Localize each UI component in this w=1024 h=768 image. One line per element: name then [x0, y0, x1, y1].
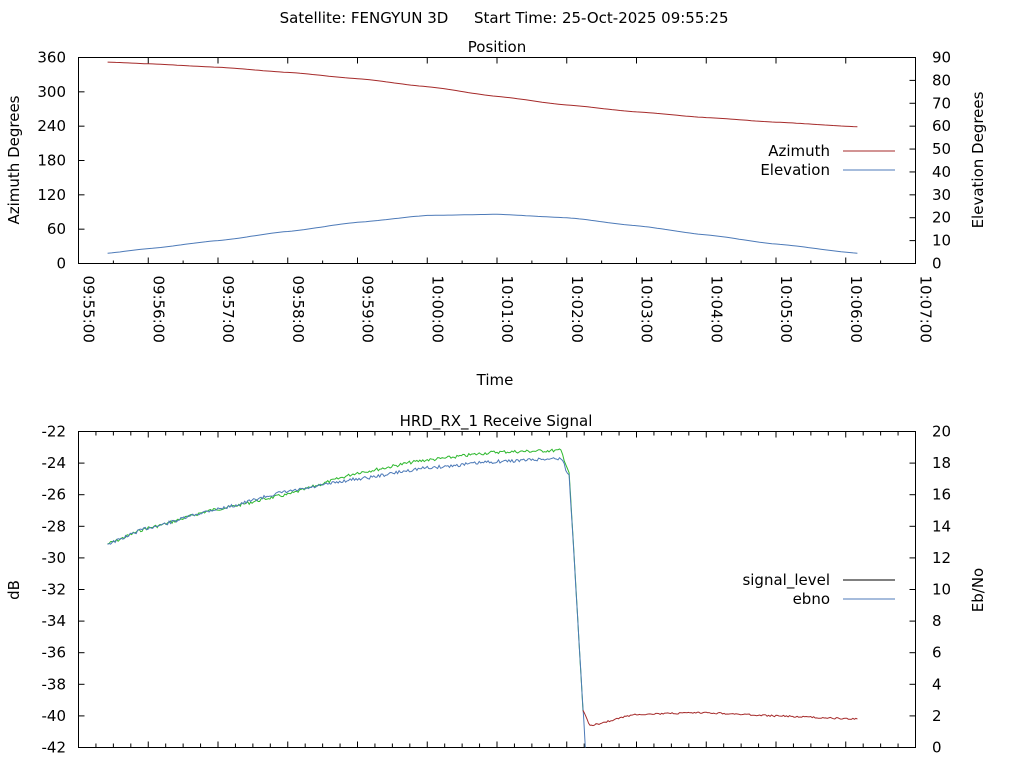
- position-y-axis-tick-label: 0: [56, 255, 66, 273]
- legend-signal-level-label: signal_level: [742, 571, 830, 590]
- azimuth-series-line: [107, 61, 858, 128]
- position-time-tick-label: 09:58:00: [289, 276, 307, 343]
- position-time-tick-label: 10:06:00: [847, 276, 865, 343]
- position-y2-axis-tick-label: 20: [932, 209, 951, 227]
- position-time-tick-label: 09:55:00: [80, 276, 98, 343]
- start-time-label: Start Time: 25-Oct-2025 09:55:25: [474, 9, 729, 27]
- signal-level-series-line: [582, 710, 858, 727]
- signal-y-axis-tick-label: -22: [42, 423, 67, 441]
- position-time-tick-label: 10:05:00: [777, 276, 795, 343]
- signal-y-axis-tick-label: -38: [42, 675, 67, 693]
- position-y-axis-tick-label: 120: [37, 186, 66, 204]
- signal-y-axis-tick-label: -30: [42, 549, 67, 567]
- satellite-label: Satellite: FENGYUN 3D: [280, 9, 449, 27]
- position-y2-axis-tick-label: 10: [932, 232, 951, 250]
- position-y2-axis-tick-label: 70: [932, 94, 951, 112]
- position-title: Position: [468, 38, 526, 56]
- position-time-tick-label: 10:01:00: [498, 276, 516, 343]
- position-time-tick-label: 09:59:00: [359, 276, 377, 343]
- signal-legend: signal_level ebno: [742, 571, 895, 608]
- position-y2-axis-tick-label: 60: [932, 117, 951, 135]
- position-y-axis-tick-label: 360: [37, 49, 66, 67]
- signal-y-axis-tick-label: -42: [42, 739, 67, 757]
- signal-y2-axis-tick-label: 8: [932, 612, 942, 630]
- position-time-tick-label: 10:07:00: [917, 276, 935, 343]
- legend-ebno-label: ebno: [793, 590, 830, 608]
- position-time-tick-label: 10:00:00: [428, 276, 446, 343]
- signal-y-axis-tick-label: -34: [42, 612, 67, 630]
- position-time-tick-label: 10:04:00: [707, 276, 725, 343]
- signal-y-axis-tick-label: -24: [42, 454, 67, 472]
- signal-y-axis-label: dB: [5, 580, 23, 600]
- signal-y2-axis-tick-label: 20: [932, 423, 951, 441]
- position-y2-axis-tick-label: 0: [932, 255, 942, 273]
- signal-y-axis-tick-label: -28: [42, 517, 67, 535]
- position-y-axis-tick-label: 180: [37, 152, 66, 170]
- elevation-series-line: [107, 213, 858, 254]
- signal-y2-axis-tick-label: 12: [932, 549, 951, 567]
- position-time-tick-label: 10:02:00: [568, 276, 586, 343]
- signal-y2-axis-tick-label: 6: [932, 644, 942, 662]
- signal-y-axis-tick-label: -36: [42, 644, 67, 662]
- signal-y2-axis-tick-label: 10: [932, 581, 951, 599]
- position-time-tick-label: 10:03:00: [638, 276, 656, 343]
- position-y2-axis-tick-label: 80: [932, 71, 951, 89]
- position-legend: Azimuth Elevation: [760, 142, 895, 179]
- signal-y2-axis-tick-label: 0: [932, 739, 942, 757]
- position-time-tick-label: 09:56:00: [149, 276, 167, 343]
- position-y-axis-tick-label: 240: [37, 117, 66, 135]
- signal-y2-axis-tick-label: 18: [932, 454, 951, 472]
- position-time-tick-label: 09:57:00: [219, 276, 237, 343]
- receive-signal-chart: HRD_RX_1 Receive Signal -22-24-26-28-30-…: [5, 412, 987, 757]
- ebno-series-line: [107, 456, 586, 748]
- position-y2-axis-label: Elevation Degrees: [969, 91, 987, 228]
- position-left-axis: 360 300 240 180 120 60 0: [37, 49, 85, 273]
- signal-level-overlay-line: [107, 448, 584, 712]
- signal-y-axis-tick-label: -26: [42, 486, 67, 504]
- position-time-axis: 09:55:00 09:56:00 09:57:00 09:58:00 09:59:00…: [78, 57, 935, 343]
- position-y-axis-tick-label: 300: [37, 83, 66, 101]
- signal-y2-axis-tick-label: 2: [932, 707, 942, 725]
- position-y2-axis-tick-label: 30: [932, 186, 951, 204]
- signal-plot-frame: [78, 431, 916, 748]
- signal-y2-axis-label: Eb/No: [969, 568, 987, 612]
- legend-azimuth-label: Azimuth: [768, 142, 830, 160]
- signal-title: HRD_RX_1 Receive Signal: [400, 412, 593, 431]
- legend-elevation-label: Elevation: [760, 161, 830, 179]
- signal-y2-axis-tick-label: 16: [932, 486, 951, 504]
- position-right-axis: 90 80 70 60 50 40 30 20 10 0: [909, 49, 951, 273]
- position-x-axis-label: Time: [476, 371, 514, 389]
- position-y2-axis-tick-label: 50: [932, 140, 951, 158]
- signal-y2-axis-tick-label: 14: [932, 517, 951, 535]
- signal-left-axis: -22 -24 -26 -28 -30 -32 -34 -36 -38 -40 -42: [42, 423, 85, 757]
- signal-y-axis-tick-label: -32: [42, 581, 67, 599]
- position-y2-axis-tick-label: 40: [932, 163, 951, 181]
- signal-time-axis: [78, 431, 916, 748]
- position-y-axis-tick-label: 60: [47, 220, 66, 238]
- position-y2-axis-tick-label: 90: [932, 49, 951, 67]
- signal-y2-axis-tick-label: 4: [932, 675, 942, 693]
- position-y-axis-label: Azimuth Degrees: [5, 95, 23, 224]
- signal-y-axis-tick-label: -40: [42, 707, 67, 725]
